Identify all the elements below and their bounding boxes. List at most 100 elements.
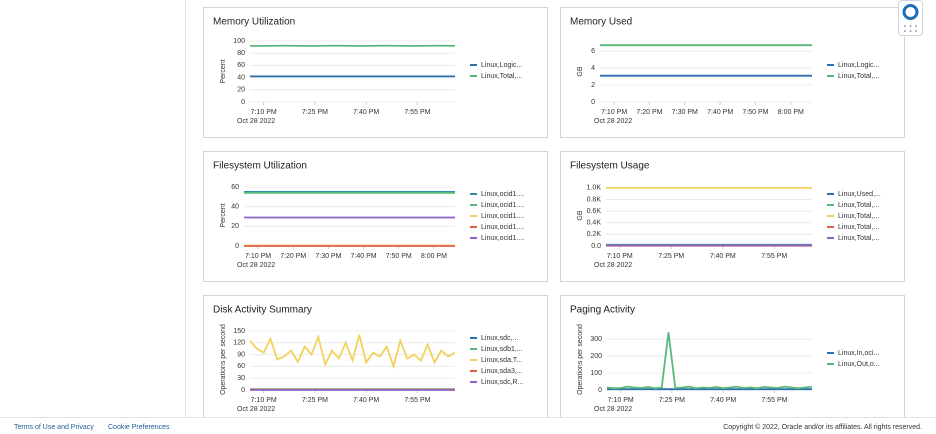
y-tick-label: 200 <box>590 353 602 360</box>
x-tick-label: 7:40 PM <box>707 109 733 116</box>
x-tick-label: 7:25 PM <box>302 109 328 116</box>
card <box>203 295 548 426</box>
date-label: Oct 28 2022 <box>237 406 275 413</box>
x-tick-label: 8:00 PM <box>778 109 804 116</box>
y-tick-label: 0.4K <box>587 220 602 227</box>
legend-label: Linux,sda,T... <box>481 357 522 364</box>
chart-title: Disk Activity Summary <box>213 305 312 316</box>
y-tick-label: 0.0 <box>591 243 601 250</box>
x-tick-label: 7:10 PM <box>251 397 277 404</box>
x-tick-label: 7:50 PM <box>386 253 412 260</box>
y-tick-label: 30 <box>237 375 245 382</box>
footer-link[interactable]: Cookie Preferences <box>108 424 170 431</box>
series-line <box>606 332 813 390</box>
x-tick-label: 7:40 PM <box>353 109 379 116</box>
card <box>203 151 548 282</box>
card <box>203 7 548 138</box>
y-axis-title: GB <box>577 210 584 220</box>
y-tick-label: 60 <box>231 184 239 191</box>
y-tick-label: 0.6K <box>587 208 602 215</box>
date-label: Oct 28 2022 <box>594 406 632 413</box>
legend-label: Linux,Total,... <box>838 202 879 209</box>
y-tick-label: 0 <box>235 243 239 250</box>
legend-label: Linux,Total,... <box>838 213 879 220</box>
legend-label: Linux,Logic... <box>481 62 522 69</box>
legend-label: Linux,ocid1.... <box>481 224 524 231</box>
legend-label: Linux,ocid1.... <box>481 235 524 242</box>
legend-label: Linux,Used,... <box>838 191 881 198</box>
x-tick-label: 7:50 PM <box>742 109 768 116</box>
x-tick-label: 7:10 PM <box>608 397 634 404</box>
legend-label: Linux,Total,... <box>838 235 879 242</box>
legend-label: Linux,sdb1,... <box>481 346 523 353</box>
x-tick-label: 7:55 PM <box>761 397 787 404</box>
x-tick-label: 8:00 PM <box>421 253 447 260</box>
x-tick-label: 7:40 PM <box>353 397 379 404</box>
x-tick-label: 7:25 PM <box>302 397 328 404</box>
help-dots <box>904 25 917 32</box>
x-tick-label: 7:30 PM <box>315 253 341 260</box>
y-tick-label: 0.2K <box>587 231 602 238</box>
card <box>560 7 905 138</box>
date-label: Oct 28 2022 <box>594 262 632 269</box>
y-tick-label: 90 <box>237 351 245 358</box>
y-tick-label: 0 <box>598 387 602 394</box>
y-axis-title: Percent <box>220 59 227 83</box>
x-tick-label: 7:20 PM <box>636 109 662 116</box>
chart-title: Filesystem Usage <box>570 161 650 172</box>
footer-bg <box>0 417 936 434</box>
x-tick-label: 7:55 PM <box>761 253 787 260</box>
x-tick-label: 7:10 PM <box>601 109 627 116</box>
y-axis-title: Operations per second <box>577 324 584 395</box>
x-tick-label: 7:25 PM <box>659 397 685 404</box>
legend-label: Linux,Logic... <box>838 62 879 69</box>
chart-title: Memory Used <box>570 17 632 28</box>
help-icon[interactable] <box>902 4 919 20</box>
y-tick-label: 100 <box>233 38 245 45</box>
legend-label: Linux,sda3,... <box>481 368 523 375</box>
y-tick-label: 20 <box>231 223 239 230</box>
help-button[interactable] <box>898 0 923 36</box>
legend-label: Linux,Total,... <box>838 73 879 80</box>
y-tick-label: 0 <box>241 387 245 394</box>
y-tick-label: 0 <box>241 99 245 106</box>
x-tick-label: 7:10 PM <box>245 253 271 260</box>
legend-label: Linux,sdc,... <box>481 335 518 342</box>
x-tick-label: 7:20 PM <box>280 253 306 260</box>
x-tick-label: 7:55 PM <box>404 109 430 116</box>
chart-title: Memory Utilization <box>213 17 295 28</box>
x-tick-label: 7:40 PM <box>710 253 736 260</box>
chart-title: Paging Activity <box>570 305 635 316</box>
x-tick-label: 7:10 PM <box>607 253 633 260</box>
legend-label: Linux,Total,... <box>838 224 879 231</box>
card <box>560 295 905 426</box>
y-tick-label: 0 <box>591 99 595 106</box>
y-tick-label: 120 <box>233 340 245 347</box>
x-tick-label: 7:40 PM <box>710 397 736 404</box>
copyright: Copyright © 2022, Oracle and/or its affi… <box>723 423 922 431</box>
y-tick-label: 60 <box>237 363 245 370</box>
legend-label: Linux,sdc,R... <box>481 379 523 386</box>
y-tick-label: 1.0K <box>587 185 602 192</box>
date-label: Oct 28 2022 <box>237 262 275 269</box>
y-tick-label: 40 <box>237 74 245 81</box>
y-tick-label: 100 <box>590 370 602 377</box>
chart-title: Filesystem Utilization <box>213 161 307 172</box>
y-tick-label: 2 <box>591 82 595 89</box>
y-axis-title: Operations per second <box>220 324 227 395</box>
legend-label: Linux,Out,o... <box>838 361 880 368</box>
x-tick-label: 7:30 PM <box>672 109 698 116</box>
y-tick-label: 300 <box>590 336 602 343</box>
y-tick-label: 0.8K <box>587 196 602 203</box>
x-tick-label: 7:10 PM <box>251 109 277 116</box>
y-tick-label: 80 <box>237 50 245 57</box>
date-label: Oct 28 2022 <box>237 118 275 125</box>
footer-link[interactable]: Terms of Use and Privacy <box>14 424 94 431</box>
y-axis-title: GB <box>577 66 584 76</box>
series-line <box>249 333 456 370</box>
y-tick-label: 4 <box>591 65 595 72</box>
y-tick-label: 60 <box>237 62 245 69</box>
x-tick-label: 7:55 PM <box>404 397 430 404</box>
legend-label: Linux,In,oci... <box>838 350 879 357</box>
